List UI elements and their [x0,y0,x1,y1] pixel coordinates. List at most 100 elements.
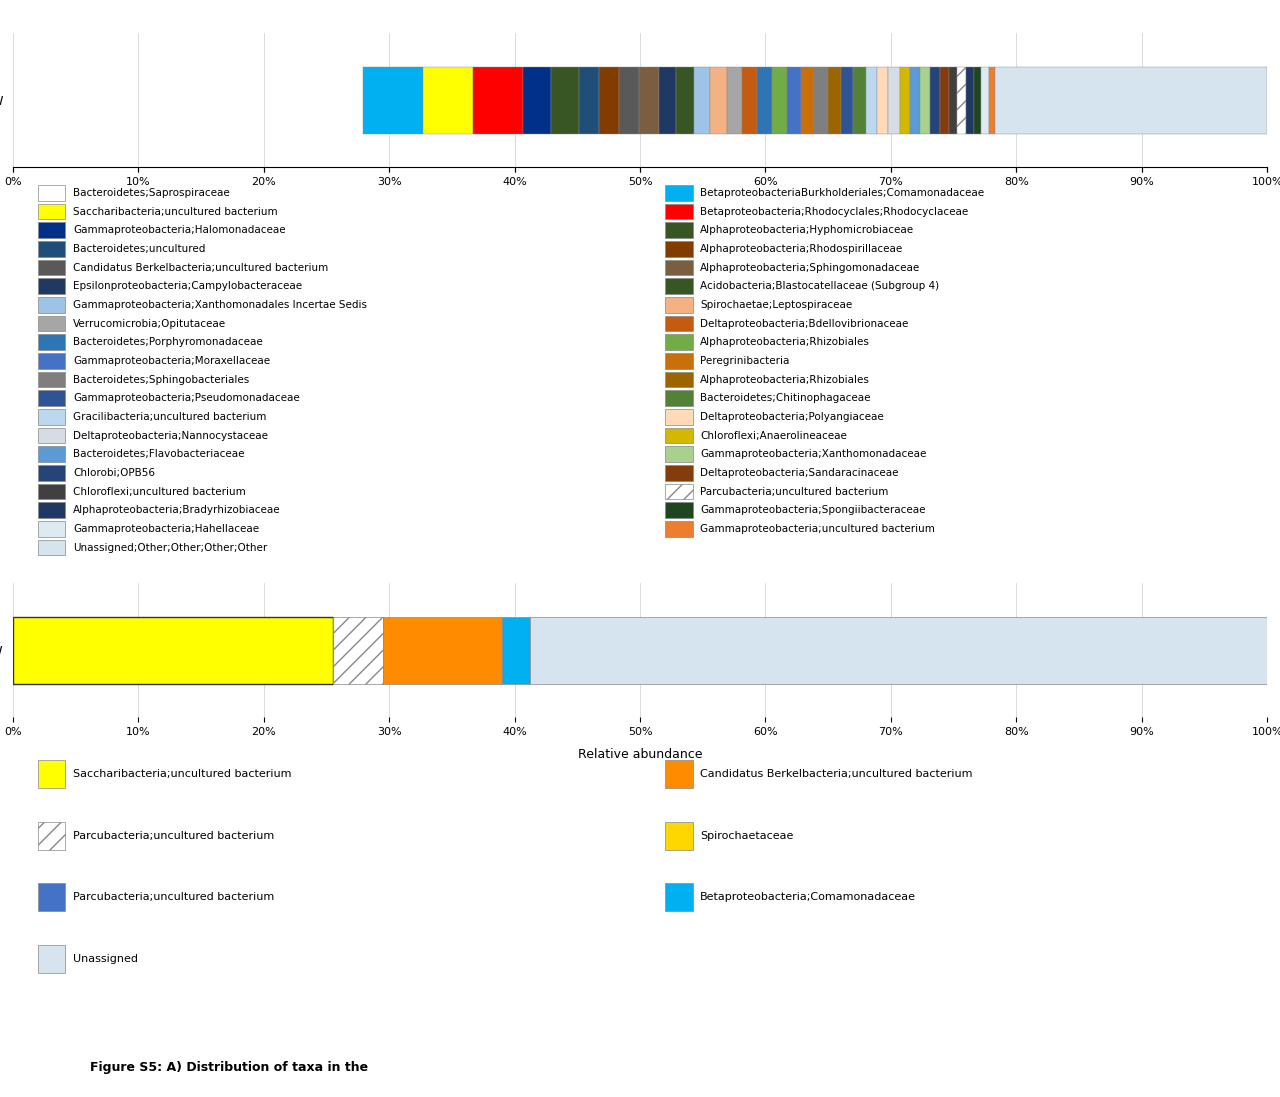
Bar [618,67,639,134]
Bar [772,67,787,134]
X-axis label: Relative abundance: Relative abundance [577,748,703,761]
FancyBboxPatch shape [666,446,692,462]
Bar [948,67,957,134]
FancyBboxPatch shape [38,297,65,313]
Text: Bacteroidetes;Sphingobacteriales: Bacteroidetes;Sphingobacteriales [73,374,250,385]
FancyBboxPatch shape [38,409,65,425]
Text: Gammaproteobacteria;uncultured bacterium: Gammaproteobacteria;uncultured bacterium [700,524,936,534]
Bar [383,617,502,683]
Text: Gammaproteobacteria;Hahellaceae: Gammaproteobacteria;Hahellaceae [73,524,259,534]
FancyBboxPatch shape [38,822,65,849]
Bar [800,67,814,134]
FancyBboxPatch shape [666,760,692,788]
Bar [579,67,599,134]
Bar [888,67,900,134]
Bar [639,67,659,134]
FancyBboxPatch shape [666,353,692,369]
Text: Parcubacteria;uncultured bacterium: Parcubacteria;uncultured bacterium [700,487,888,497]
Text: Deltaproteobacteria;Nannocystaceae: Deltaproteobacteria;Nannocystaceae [73,430,268,441]
FancyBboxPatch shape [38,204,65,219]
FancyBboxPatch shape [38,428,65,443]
FancyBboxPatch shape [666,223,692,238]
FancyBboxPatch shape [38,335,65,350]
Bar [13,617,333,683]
Text: Bacteroidetes;Chitinophagaceae: Bacteroidetes;Chitinophagaceae [700,393,870,404]
Text: Chloroflexi;Anaerolineaceae: Chloroflexi;Anaerolineaceae [700,430,847,441]
Text: Alphaproteobacteria;Rhizobiales: Alphaproteobacteria;Rhizobiales [700,374,870,385]
Bar [900,67,910,134]
Text: Bacteroidetes;Porphyromonadaceae: Bacteroidetes;Porphyromonadaceae [73,337,262,348]
Bar [710,67,727,134]
Bar [828,67,841,134]
FancyBboxPatch shape [38,521,65,536]
FancyBboxPatch shape [38,260,65,275]
FancyBboxPatch shape [38,223,65,238]
Text: Figure S5: A) Distribution of taxa in the: Figure S5: A) Distribution of taxa in th… [90,1061,372,1074]
Bar [957,67,966,134]
Bar [530,617,1267,683]
Text: Gammaproteobacteria;Halomonadaceae: Gammaproteobacteria;Halomonadaceae [73,225,285,235]
Bar [741,67,756,134]
Bar [854,67,865,134]
Bar [422,67,474,134]
FancyBboxPatch shape [666,409,692,425]
Bar [502,617,530,683]
Bar [333,617,383,683]
FancyBboxPatch shape [666,241,692,257]
Text: Epsilonproteobacteria;Campylobacteraceae: Epsilonproteobacteria;Campylobacteraceae [73,281,302,291]
Text: Gammaproteobacteria;Spongiibacteraceae: Gammaproteobacteria;Spongiibacteraceae [700,506,925,516]
Text: Deltaproteobacteria;Polyangiaceae: Deltaproteobacteria;Polyangiaceae [700,411,884,422]
Text: Candidatus Berkelbacteria;uncultured bacterium: Candidatus Berkelbacteria;uncultured bac… [73,262,328,272]
FancyBboxPatch shape [38,241,65,257]
Bar [982,67,988,134]
Text: Alphaproteobacteria;Sphingomonadaceae: Alphaproteobacteria;Sphingomonadaceae [700,262,920,272]
Text: Alphaproteobacteria;Rhizobiales: Alphaproteobacteria;Rhizobiales [700,337,870,348]
FancyBboxPatch shape [38,372,65,387]
Bar [694,67,710,134]
Bar [974,67,982,134]
FancyBboxPatch shape [666,484,692,499]
Bar [995,67,1267,134]
Bar [787,67,800,134]
Bar [599,67,618,134]
Bar [659,67,676,134]
FancyBboxPatch shape [666,204,692,219]
Bar [929,67,940,134]
Text: Alphaproteobacteria;Bradyrhizobiaceae: Alphaproteobacteria;Bradyrhizobiaceae [73,506,280,516]
Text: Spirochaetae;Leptospiraceae: Spirochaetae;Leptospiraceae [700,299,852,309]
FancyBboxPatch shape [38,540,65,555]
FancyBboxPatch shape [38,185,65,201]
Text: BetaproteobacteriaBurkholderiales;Comamonadaceae: BetaproteobacteriaBurkholderiales;Comamo… [700,188,984,197]
Text: Deltaproteobacteria;Bdellovibrionaceae: Deltaproteobacteria;Bdellovibrionaceae [700,318,909,328]
Bar [865,67,877,134]
FancyBboxPatch shape [38,391,65,406]
Bar [814,67,828,134]
FancyBboxPatch shape [38,446,65,462]
Text: Candidatus Berkelbacteria;uncultured bacterium: Candidatus Berkelbacteria;uncultured bac… [700,769,973,779]
Text: Gammaproteobacteria;Moraxellaceae: Gammaproteobacteria;Moraxellaceae [73,355,270,366]
FancyBboxPatch shape [38,945,65,973]
Text: Gracilibacteria;uncultured bacterium: Gracilibacteria;uncultured bacterium [73,411,266,422]
Text: Bacteroidetes;uncultured: Bacteroidetes;uncultured [73,244,205,253]
Text: Spirochaetaceae: Spirochaetaceae [700,830,794,840]
Text: Deltaproteobacteria;Sandaracinaceae: Deltaproteobacteria;Sandaracinaceae [700,468,899,478]
FancyBboxPatch shape [38,883,65,912]
Text: Unassigned;Other;Other;Other;Other: Unassigned;Other;Other;Other;Other [73,543,268,553]
FancyBboxPatch shape [666,372,692,387]
FancyBboxPatch shape [666,391,692,406]
Text: Chlorobi;OPB56: Chlorobi;OPB56 [73,468,155,478]
Bar [524,67,550,134]
FancyBboxPatch shape [666,465,692,480]
Text: Bacteroidetes;Flavobacteriaceae: Bacteroidetes;Flavobacteriaceae [73,450,244,460]
FancyBboxPatch shape [38,353,65,369]
FancyBboxPatch shape [38,279,65,294]
Text: Betaproteobacteria;Comamonadaceae: Betaproteobacteria;Comamonadaceae [700,892,916,902]
Text: Gammaproteobacteria;Pseudomonadaceae: Gammaproteobacteria;Pseudomonadaceae [73,393,300,404]
FancyBboxPatch shape [666,822,692,849]
FancyBboxPatch shape [666,185,692,201]
Text: Parcubacteria;uncultured bacterium: Parcubacteria;uncultured bacterium [73,892,274,902]
FancyBboxPatch shape [38,316,65,331]
FancyBboxPatch shape [666,279,692,294]
FancyBboxPatch shape [38,484,65,499]
Text: Saccharibacteria;uncultured bacterium: Saccharibacteria;uncultured bacterium [73,206,278,216]
